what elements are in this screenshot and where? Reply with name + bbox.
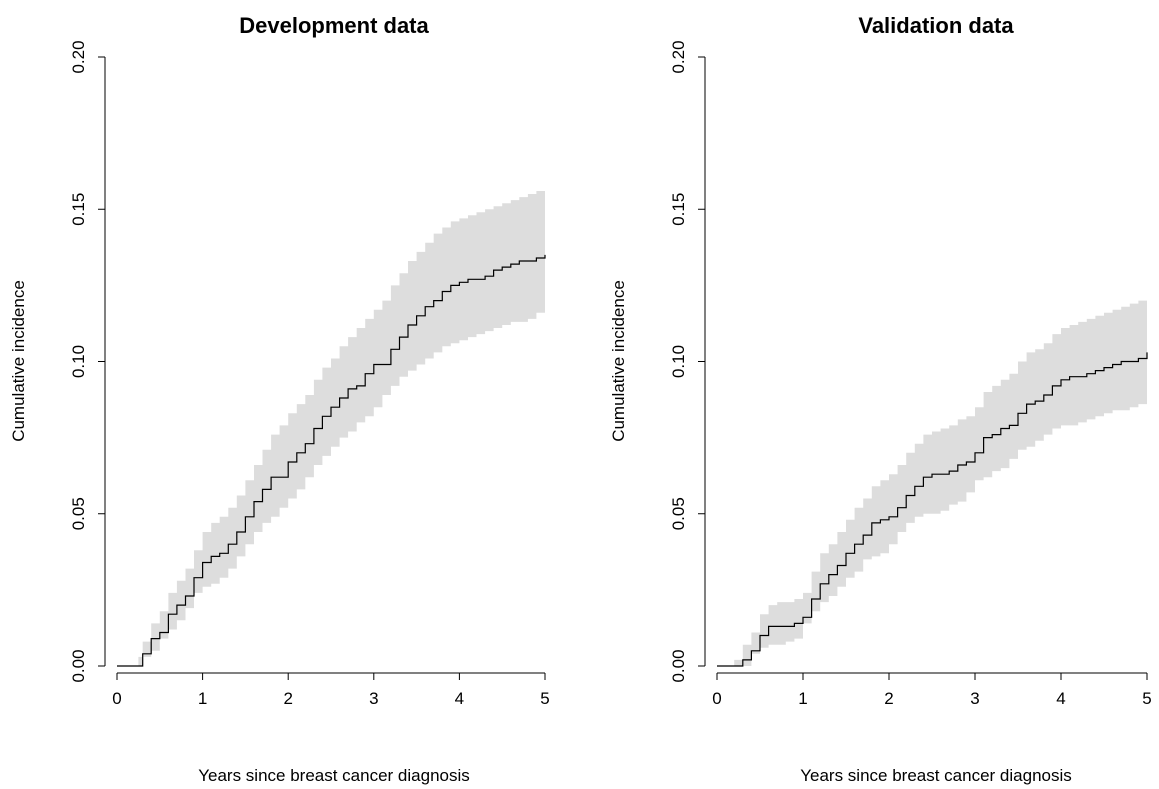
x-tick-label: 5	[1142, 689, 1151, 708]
y-tick-label: 0.10	[69, 345, 88, 378]
y-tick-label: 0.10	[669, 345, 688, 378]
x-tick-label: 4	[1056, 689, 1065, 708]
x-tick-label: 1	[198, 689, 207, 708]
cumulative-incidence-line	[717, 352, 1148, 667]
chart-validation: Validation data Cumulative incidence Yea…	[609, 13, 1152, 785]
confidence-band	[138, 184, 545, 666]
y-tick-label: 0.20	[669, 40, 688, 73]
chart-panel-development: Development data Cumulative incidence Ye…	[9, 13, 550, 785]
x-tick-label: 2	[283, 689, 292, 708]
x-tick-label: 1	[798, 689, 807, 708]
y-axis-label: Cumulative incidence	[609, 280, 628, 442]
chart-panel-validation: Validation data Cumulative incidence Yea…	[600, 0, 1159, 789]
axes-group: 0.00 0.05 0.10 0.15 0.20 0 1 2 3 4 5	[69, 40, 550, 708]
y-tick-label: 0.05	[69, 497, 88, 530]
x-axis-label: Years since breast cancer diagnosis	[800, 766, 1072, 785]
y-tick-label: 0.00	[669, 649, 688, 682]
x-tick-label: 3	[369, 689, 378, 708]
y-tick-label: 0.00	[69, 649, 88, 682]
x-tick-label: 5	[540, 689, 549, 708]
confidence-band-group	[734, 297, 1147, 666]
axes-group: 0.00 0.05 0.10 0.15 0.20 0 1 2 3 4 5	[669, 40, 1152, 708]
estimate-line-group	[717, 352, 1148, 667]
chart-development: Development data Cumulative incidence Ye…	[9, 13, 550, 785]
confidence-band-group	[138, 184, 545, 666]
x-axis-label: Years since breast cancer diagnosis	[198, 766, 470, 785]
x-tick-label: 3	[970, 689, 979, 708]
y-tick-label: 0.15	[669, 193, 688, 226]
x-tick-label: 2	[884, 689, 893, 708]
x-tick-label: 0	[712, 689, 721, 708]
chart-title: Development data	[239, 13, 429, 38]
y-tick-label: 0.05	[669, 497, 688, 530]
estimate-line-group	[117, 254, 546, 667]
x-tick-label: 4	[455, 689, 464, 708]
chart-title: Validation data	[858, 13, 1014, 38]
y-tick-label: 0.15	[69, 193, 88, 226]
confidence-band	[734, 297, 1147, 666]
x-tick-label: 0	[112, 689, 121, 708]
y-axis-label: Cumulative incidence	[9, 280, 28, 442]
cumulative-incidence-line	[117, 254, 546, 667]
y-tick-label: 0.20	[69, 40, 88, 73]
